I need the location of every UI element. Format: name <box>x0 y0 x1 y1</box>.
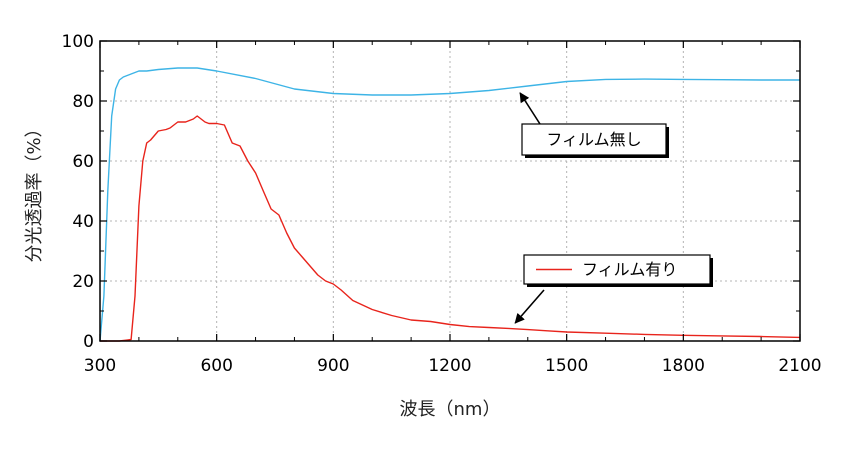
y-tick-label: 60 <box>72 152 94 172</box>
ticks <box>99 40 801 342</box>
annotations: フィルム無し フィルム有り <box>514 92 713 324</box>
x-tick-label: 1200 <box>428 356 471 376</box>
annotation-arrow-film-with <box>514 289 545 324</box>
y-tick-label: 80 <box>72 92 94 112</box>
x-tick-label: 300 <box>84 356 116 376</box>
grid <box>100 41 800 341</box>
legend-label-film-with: フィルム有り <box>582 260 677 279</box>
annotation-arrow-film-none <box>519 92 541 125</box>
annotation-label-film-none: フィルム無し <box>546 130 641 149</box>
y-tick-label: 0 <box>83 332 94 352</box>
series-layer <box>99 67 801 342</box>
x-axis-title: 波長（nm） <box>400 399 501 420</box>
series-line-film-with <box>100 115 801 342</box>
x-tick-label: 1500 <box>545 356 588 376</box>
series-line-film-none <box>99 67 800 342</box>
y-tick-label: 100 <box>62 32 94 52</box>
x-tick-label: 900 <box>317 356 349 376</box>
annotation-box-film-none <box>521 123 667 156</box>
x-tick-label: 600 <box>200 356 232 376</box>
y-tick-label: 40 <box>72 212 94 232</box>
x-tick-label: 1800 <box>662 356 705 376</box>
x-tick-label: 2100 <box>778 356 821 376</box>
tick-labels: 300 600 900 1200 1500 1800 2100 0 20 40 60 80 100 <box>62 32 822 376</box>
y-axis-title: 分光透過率（%） <box>24 119 45 262</box>
y-tick-label: 20 <box>72 272 94 292</box>
